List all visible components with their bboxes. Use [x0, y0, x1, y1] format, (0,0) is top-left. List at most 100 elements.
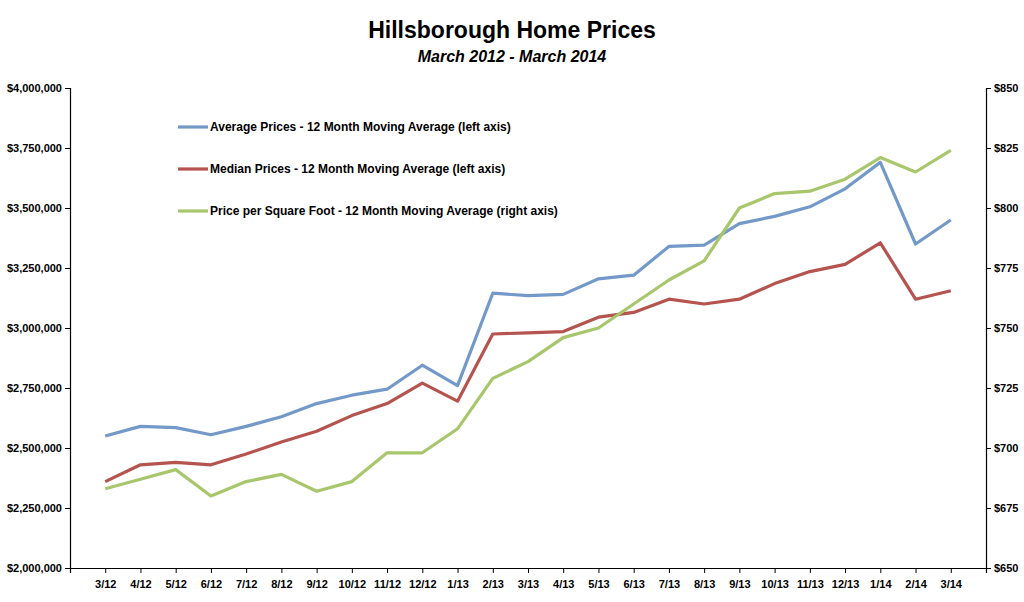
- y-axis-tick: $3,250,000: [7, 262, 70, 274]
- x-tick-label: 6/13: [623, 578, 644, 590]
- x-tick-mark: [951, 568, 952, 573]
- x-tick-label: 8/13: [694, 578, 715, 590]
- x-tick-label: 1/13: [447, 578, 468, 590]
- legend-label: Price per Square Foot - 12 Month Moving …: [210, 204, 558, 218]
- title: Hillsborough Home Prices: [368, 17, 656, 43]
- y-tick-mark: [65, 148, 70, 149]
- x-tick-label: 7/12: [236, 578, 257, 590]
- y-tick-mark: [65, 388, 70, 389]
- x-tick-mark: [598, 568, 599, 573]
- y2-axis-tick: $725: [986, 382, 1018, 394]
- lines: [105, 150, 951, 496]
- x-tick-label: 3/13: [518, 578, 539, 590]
- y-axis: $2,000,000 $2,250,000 $2,500,000 $2,750,000…: [7, 82, 71, 574]
- y-tick-label: $3,250,000: [7, 262, 62, 274]
- x-tick-label: 11/12: [374, 578, 401, 590]
- y-tick-mark: [65, 508, 70, 509]
- y-tick-mark: [65, 88, 70, 89]
- x-tick-label: 3/12: [95, 578, 116, 590]
- y-tick-label: $2,000,000: [7, 562, 62, 574]
- x-tick-mark: [458, 568, 459, 573]
- x-tick-mark: [387, 568, 388, 573]
- x-tick-mark: [105, 568, 106, 573]
- y2-tick-mark: [986, 388, 991, 389]
- x-tick-mark: [810, 568, 811, 573]
- x-tick-label: 7/13: [659, 578, 680, 590]
- x-tick-label: 8/12: [271, 578, 292, 590]
- y2-tick-mark: [986, 508, 991, 509]
- y-tick-label: $2,750,000: [7, 382, 62, 394]
- y-axis-tick: $2,250,000: [7, 502, 70, 514]
- x-tick-mark: [281, 568, 282, 573]
- x-axis-tick: 9/12: [306, 568, 327, 590]
- x-tick-mark: [916, 568, 917, 573]
- legend-swatch: [178, 125, 208, 128]
- x-tick-label: 5/13: [588, 578, 609, 590]
- subtitle: March 2012 - March 2014: [418, 48, 607, 65]
- y2-tick-label: $850: [994, 82, 1018, 94]
- x-tick-label: 3/14: [941, 578, 963, 590]
- x-tick-label: 5/12: [165, 578, 186, 590]
- y2-axis-tick: $675: [986, 502, 1018, 514]
- y2-tick-label: $725: [994, 382, 1018, 394]
- x-axis-tick: 12/12: [409, 568, 437, 590]
- y-axis-tick: $3,750,000: [7, 142, 70, 154]
- x-axis-tick: 7/12: [236, 568, 257, 590]
- x-tick-mark: [845, 568, 846, 573]
- x-tick-label: 12/13: [832, 578, 860, 590]
- y2-tick-mark: [986, 148, 991, 149]
- x-axis-tick: 8/13: [694, 568, 715, 590]
- x-axis-tick: 5/12: [165, 568, 186, 590]
- x-tick-mark: [563, 568, 564, 573]
- legend-label: Median Prices - 12 Month Moving Average …: [210, 162, 505, 176]
- x-axis-tick: 2/14: [905, 568, 927, 590]
- y2-tick-mark: [986, 88, 991, 89]
- y-tick-mark: [65, 568, 70, 569]
- y2-axis: $650$675$700$725$750$775$800$825$850: [986, 82, 1018, 574]
- x-tick-mark: [176, 568, 177, 573]
- y-tick-mark: [65, 328, 70, 329]
- x-axis-tick: 3/12: [95, 568, 116, 590]
- x-tick-label: 6/12: [201, 578, 222, 590]
- y-axis-line: [65, 89, 71, 569]
- y2-axis-tick: $775: [986, 262, 1018, 274]
- legend: Average Prices - 12 Month Moving Average…: [178, 120, 558, 218]
- y-axis-tick: $3,500,000: [7, 202, 70, 214]
- x-axis-tick: 5/13: [588, 568, 609, 590]
- x-tick-mark: [422, 568, 423, 573]
- x-axis-tick: 3/13: [518, 568, 539, 590]
- series-line: [105, 150, 951, 496]
- x-tick-label: 10/12: [339, 578, 367, 590]
- legend-swatch: [178, 167, 208, 170]
- x-axis-tick: 10/13: [761, 568, 789, 590]
- y2-axis-tick: $700: [986, 442, 1018, 454]
- y2-tick-label: $800: [994, 202, 1018, 214]
- x-axis-tick: 11/12: [374, 568, 401, 590]
- x-tick-mark: [246, 568, 247, 573]
- x-tick-label: 9/13: [729, 578, 750, 590]
- x-tick-mark: [140, 568, 141, 573]
- y2-tick-label: $825: [994, 142, 1018, 154]
- y2-axis-tick: $825: [986, 142, 1018, 154]
- x-tick-mark: [704, 568, 705, 573]
- y-tick-label: $3,000,000: [7, 322, 62, 334]
- x-tick-mark: [493, 568, 494, 573]
- legend-swatch: [178, 209, 208, 212]
- y-tick-label: $4,000,000: [7, 82, 62, 94]
- y-tick-label: $3,500,000: [7, 202, 62, 214]
- y2-tick-label: $650: [994, 562, 1018, 574]
- x-tick-label: 2/14: [905, 578, 927, 590]
- y-axis-tick: $2,750,000: [7, 382, 70, 394]
- y2-axis-tick: $650: [986, 562, 1018, 574]
- x-axis-tick: 1/14: [870, 568, 892, 590]
- y2-tick-mark: [986, 268, 991, 269]
- y-axis-tick: $3,000,000: [7, 322, 70, 334]
- plot: $2,000,000 $2,250,000 $2,500,000 $2,750,000…: [7, 82, 1019, 590]
- y2-tick-label: $700: [994, 442, 1018, 454]
- x-tick-label: 4/13: [553, 578, 574, 590]
- x-axis-tick: 8/12: [271, 568, 292, 590]
- x-axis-tick: 6/12: [201, 568, 222, 590]
- y-axis-tick: $2,500,000: [7, 442, 70, 454]
- x-axis-tick: 11/13: [797, 568, 824, 590]
- x-tick-mark: [739, 568, 740, 573]
